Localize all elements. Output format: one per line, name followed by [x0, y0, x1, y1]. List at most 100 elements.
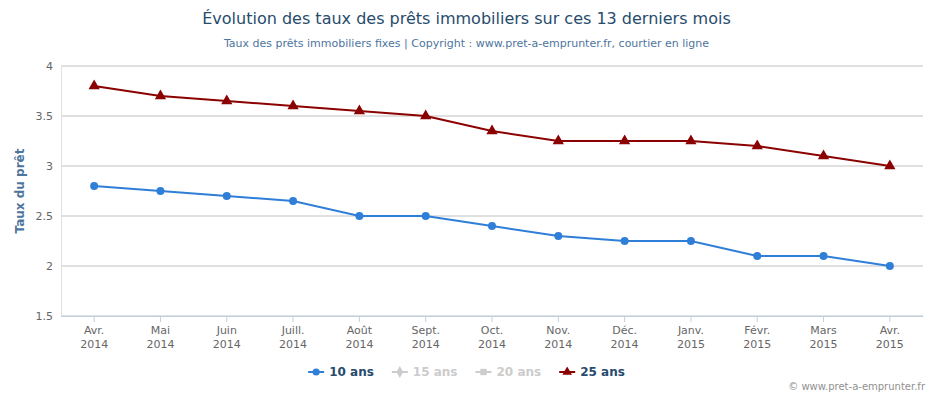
x-tick-mark [293, 316, 294, 322]
y-tick-label: 3 [46, 160, 53, 173]
legend-label: 10 ans [329, 365, 374, 379]
series-marker [221, 94, 232, 104]
x-tick-label-line: Juill. [281, 324, 305, 337]
x-tick-mark [425, 316, 426, 322]
y-tick: 2.5 [36, 210, 62, 223]
plot: 1.522.533.54Avr.2014Mai2014Juin2014Juill… [36, 60, 924, 351]
series-line [94, 186, 890, 266]
x-tick-mark [492, 316, 493, 322]
x-tick: Janv.2015 [677, 316, 705, 351]
y-axis-line [61, 67, 62, 317]
series-marker [89, 79, 100, 89]
series-marker [619, 134, 630, 144]
x-tick-label-line: Oct. [481, 324, 504, 337]
legend-item[interactable]: 20 ans [476, 365, 542, 379]
y-tick: 2 [46, 260, 61, 273]
x-tick-mark [624, 316, 625, 322]
legend-item[interactable]: 15 ans [392, 365, 458, 379]
x-tick-label: Avr.2015 [876, 324, 904, 351]
legend-label: 15 ans [413, 365, 458, 379]
x-tick-label-line: Mars [810, 324, 837, 337]
x-tick: Juin2014 [213, 316, 241, 351]
y-tick: 4 [46, 60, 61, 73]
x-tick: Oct.2014 [478, 316, 506, 351]
chart: Évolution des taux des prêts immobiliers… [0, 0, 933, 396]
series-marker [820, 252, 828, 260]
x-tick-label-line: Avr. [84, 324, 104, 337]
y-tick-label: 2 [46, 260, 53, 273]
y-axis-title: Taux du prêt [13, 148, 27, 233]
x-tick-label: Juin2014 [213, 324, 241, 351]
x-tick-label: Sept.2014 [411, 324, 440, 351]
x-tick-mark [160, 316, 161, 322]
series-marker [155, 89, 166, 99]
series-marker [886, 262, 894, 270]
x-tick-mark [94, 316, 95, 322]
series-marker [90, 182, 98, 190]
series [90, 182, 894, 270]
x-tick-label: Avr.2014 [80, 324, 108, 351]
x-tick: Avr.2014 [80, 316, 108, 351]
series-marker [355, 212, 363, 220]
series-marker [289, 197, 297, 205]
y-tick: 3 [46, 160, 61, 173]
series-marker [553, 134, 564, 144]
legend: 10 ans 15 ans 20 ans 25 ans [308, 365, 625, 379]
x-tick-label: Mai2014 [146, 324, 174, 351]
x-tick-mark [690, 316, 691, 322]
grid-line [61, 66, 923, 67]
x-tick-mark [889, 316, 890, 322]
x-axis: Avr.2014Mai2014Juin2014Juill.2014Août201… [62, 316, 924, 351]
series-marker [884, 159, 895, 169]
x-tick-mark [359, 316, 360, 322]
x-tick-label-line: Sept. [411, 324, 440, 337]
x-tick-label: Mars2015 [810, 324, 838, 351]
series-marker [287, 99, 298, 109]
x-tick: Juill.2014 [279, 316, 307, 351]
series [89, 79, 896, 169]
grid-line [61, 216, 923, 217]
x-tick-label: Janv.2015 [677, 324, 705, 351]
x-tick-label-line: Déc. [612, 324, 637, 337]
series-marker [223, 192, 231, 200]
grid-line [61, 116, 923, 117]
x-tick-mark [823, 316, 824, 322]
x-tick: Nov.2014 [544, 316, 572, 351]
series-marker [354, 104, 365, 114]
x-tick-label-line: Janv. [677, 324, 704, 337]
x-tick-label-line: 2014 [213, 338, 241, 351]
series-marker [420, 109, 431, 119]
x-tick: Déc.2014 [611, 316, 639, 351]
x-tick-label-line: Juin [216, 324, 237, 337]
x-tick-label-line: Mai [151, 324, 170, 337]
series-marker [486, 124, 497, 134]
x-tick: Févr.2015 [743, 316, 771, 351]
x-tick-label: Nov.2014 [544, 324, 572, 351]
grid [61, 66, 923, 316]
y-tick-label: 3.5 [36, 110, 54, 123]
marks [89, 79, 896, 269]
y-tick: 1.5 [36, 310, 62, 323]
credits: © www.pret-a-emprunter.fr [788, 381, 926, 392]
x-tick-label-line: 2015 [810, 338, 838, 351]
grid-line [61, 166, 923, 167]
x-tick: Mars2015 [810, 316, 838, 351]
x-tick-label-line: 2014 [478, 338, 506, 351]
y-tick: 3.5 [36, 110, 62, 123]
series-marker [156, 187, 164, 195]
x-tick-label-line: 2014 [544, 338, 572, 351]
y-tick-label: 2.5 [36, 210, 54, 223]
x-tick: Sept.2014 [411, 316, 440, 351]
legend-item[interactable]: 10 ans [308, 365, 374, 379]
y-tick-label: 4 [46, 60, 53, 73]
legend-item[interactable]: 25 ans [559, 365, 625, 379]
x-tick-label: Oct.2014 [478, 324, 506, 351]
legend-symbol-marker [313, 368, 320, 375]
x-tick-label: Févr.2015 [743, 324, 771, 351]
series-marker [687, 237, 695, 245]
x-tick-mark [757, 316, 758, 322]
x-tick-label: Juill.2014 [279, 324, 307, 351]
x-tick-label-line: 2015 [876, 338, 904, 351]
x-tick-mark [226, 316, 227, 322]
series-marker [554, 232, 562, 240]
